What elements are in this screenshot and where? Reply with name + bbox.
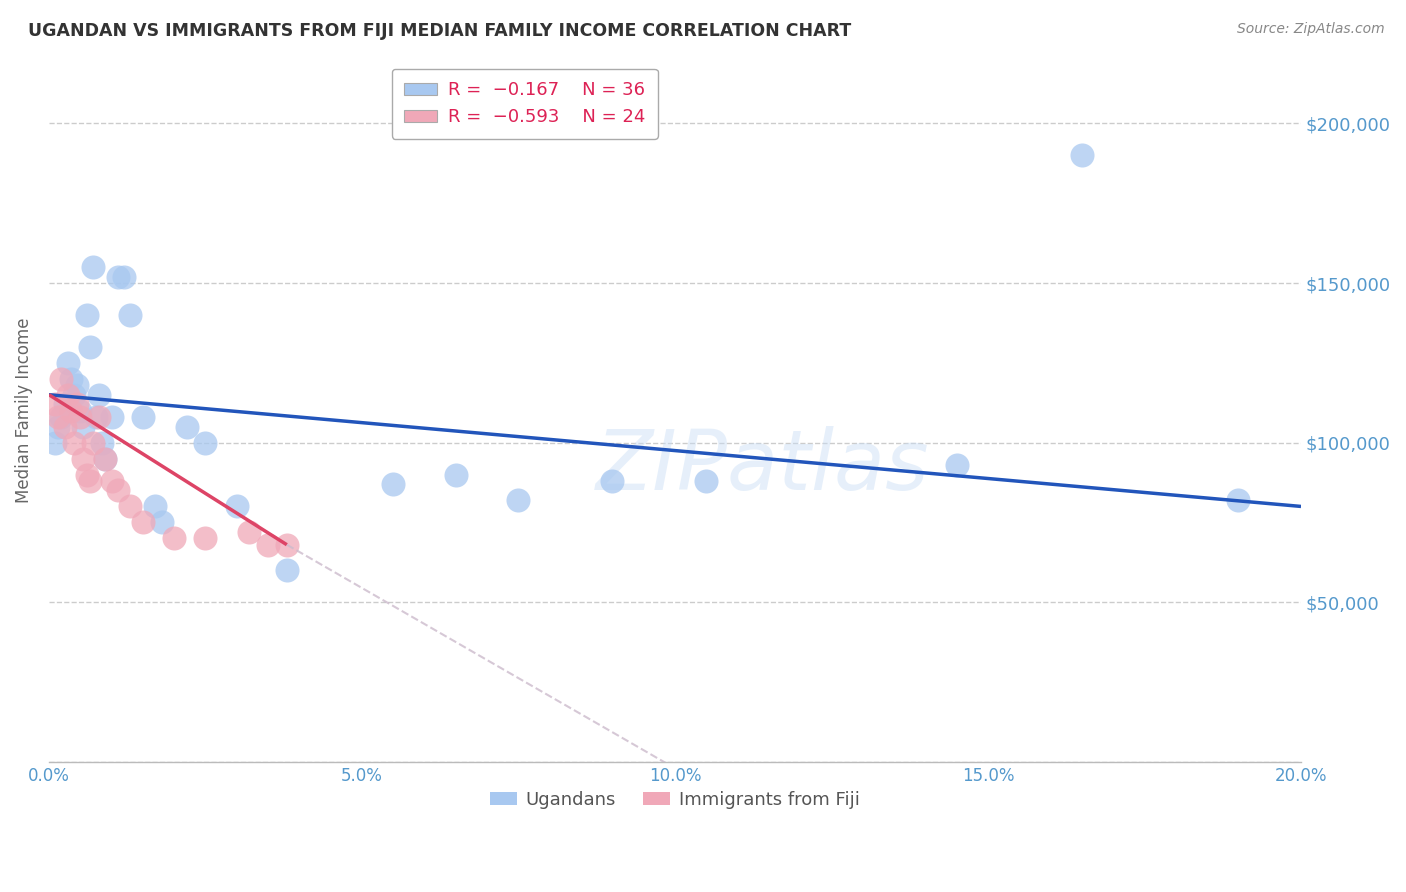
Point	[44, 397, 66, 411]
Point	[56, 356, 79, 370]
Point	[76, 467, 98, 482]
Point	[94, 451, 117, 466]
Point	[82, 435, 104, 450]
Point	[276, 538, 298, 552]
Point	[176, 419, 198, 434]
Point	[112, 269, 135, 284]
Point	[1227, 493, 1250, 508]
Point	[79, 474, 101, 488]
Point	[225, 500, 247, 514]
Y-axis label: Median Family Income: Median Family Income	[15, 318, 32, 503]
Point	[132, 516, 155, 530]
Point	[107, 269, 129, 284]
Point	[145, 500, 167, 514]
Point	[94, 451, 117, 466]
Point	[163, 532, 186, 546]
Point	[276, 563, 298, 577]
Point	[194, 435, 217, 450]
Point	[53, 419, 76, 434]
Point	[107, 483, 129, 498]
Point	[87, 410, 110, 425]
Point	[48, 410, 70, 425]
Point	[194, 532, 217, 546]
Point	[53, 397, 76, 411]
Point	[59, 403, 82, 417]
Point	[100, 410, 122, 425]
Point	[84, 410, 107, 425]
Point	[51, 372, 73, 386]
Point	[602, 474, 624, 488]
Point	[132, 410, 155, 425]
Point	[150, 516, 173, 530]
Point	[695, 474, 717, 488]
Point	[63, 435, 86, 450]
Point	[87, 388, 110, 402]
Point	[945, 458, 967, 472]
Point	[66, 397, 89, 411]
Point	[100, 474, 122, 488]
Point	[48, 419, 70, 434]
Text: UGANDAN VS IMMIGRANTS FROM FIJI MEDIAN FAMILY INCOME CORRELATION CHART: UGANDAN VS IMMIGRANTS FROM FIJI MEDIAN F…	[28, 22, 852, 40]
Point	[444, 467, 467, 482]
Point	[69, 403, 91, 417]
Text: ZIPatlas: ZIPatlas	[596, 426, 929, 508]
Point	[56, 388, 79, 402]
Point	[63, 388, 86, 402]
Point	[69, 410, 91, 425]
Point	[1070, 148, 1092, 162]
Point	[382, 477, 405, 491]
Point	[257, 538, 280, 552]
Point	[120, 308, 142, 322]
Point	[238, 524, 260, 539]
Point	[82, 260, 104, 274]
Point	[120, 500, 142, 514]
Legend: Ugandans, Immigrants from Fiji: Ugandans, Immigrants from Fiji	[482, 783, 868, 816]
Point	[51, 410, 73, 425]
Point	[79, 340, 101, 354]
Point	[508, 493, 530, 508]
Text: Source: ZipAtlas.com: Source: ZipAtlas.com	[1237, 22, 1385, 37]
Point	[59, 372, 82, 386]
Point	[44, 435, 66, 450]
Point	[72, 451, 94, 466]
Point	[76, 308, 98, 322]
Point	[66, 378, 89, 392]
Point	[91, 435, 114, 450]
Point	[72, 419, 94, 434]
